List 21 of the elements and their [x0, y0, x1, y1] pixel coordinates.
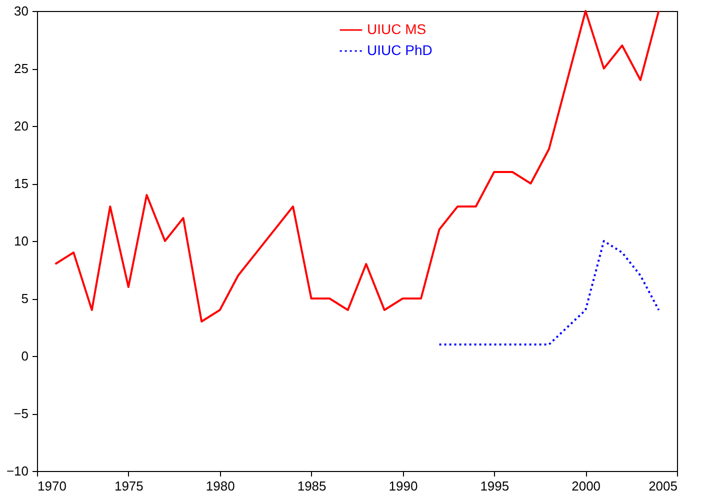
y-tick-label: −10: [6, 464, 28, 478]
x-tick-label: 1975: [114, 478, 144, 494]
y-tick-label: 5: [21, 291, 28, 306]
x-tick-label: 1985: [297, 478, 326, 494]
line-series: [54, 10, 660, 322]
y-tick-label: 15: [14, 176, 28, 191]
x-tick-label: 2005: [648, 478, 678, 494]
x-tick-label: 1970: [38, 478, 66, 494]
y-tick-label: −5: [14, 406, 28, 421]
legend-label: UIUC PhD: [367, 42, 432, 58]
x-tick-label: 1990: [388, 478, 418, 494]
y-tick-label: 10: [14, 234, 28, 248]
legend-label: UIUC MS: [367, 21, 426, 37]
x-tick-label: 2000: [572, 478, 601, 494]
y-tick-label: 30: [14, 4, 28, 18]
y-tick-label: 20: [14, 118, 28, 134]
y-tick-label: 25: [14, 61, 28, 76]
line-series: [438, 240, 660, 346]
y-tick-label: 0: [21, 348, 28, 364]
x-tick-label: 1995: [480, 478, 510, 494]
x-tick-label: 1980: [206, 478, 235, 494]
